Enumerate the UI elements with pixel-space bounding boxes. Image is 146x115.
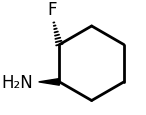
Polygon shape bbox=[39, 79, 59, 85]
Text: H₂N: H₂N bbox=[2, 73, 33, 91]
Text: F: F bbox=[48, 1, 57, 19]
